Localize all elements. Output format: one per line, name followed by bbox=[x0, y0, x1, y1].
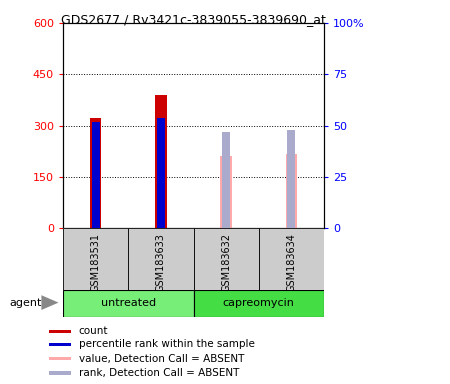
Bar bbox=[49, 357, 71, 360]
Bar bbox=[49, 330, 71, 333]
Bar bbox=[92, 122, 99, 228]
Bar bbox=[155, 95, 167, 228]
Bar bbox=[194, 228, 259, 290]
Text: value, Detection Call = ABSENT: value, Detection Call = ABSENT bbox=[79, 354, 244, 364]
Text: GSM183632: GSM183632 bbox=[221, 233, 231, 292]
Text: capreomycin: capreomycin bbox=[223, 298, 295, 308]
Text: count: count bbox=[79, 326, 108, 336]
Text: untreated: untreated bbox=[101, 298, 156, 308]
Bar bbox=[259, 228, 324, 290]
Bar bbox=[63, 228, 128, 290]
Text: agent: agent bbox=[9, 298, 41, 308]
Bar bbox=[90, 118, 102, 228]
Bar bbox=[49, 371, 71, 375]
Bar bbox=[222, 132, 230, 228]
Bar bbox=[194, 290, 324, 317]
Text: GDS2677 / Rv3421c-3839055-3839690_at: GDS2677 / Rv3421c-3839055-3839690_at bbox=[61, 13, 326, 26]
Text: rank, Detection Call = ABSENT: rank, Detection Call = ABSENT bbox=[79, 368, 239, 378]
Text: GSM183633: GSM183633 bbox=[156, 233, 166, 292]
Text: GSM183531: GSM183531 bbox=[90, 233, 101, 292]
Bar bbox=[128, 228, 194, 290]
Bar bbox=[49, 343, 71, 346]
Text: GSM183634: GSM183634 bbox=[286, 233, 297, 292]
Bar bbox=[63, 290, 194, 317]
Bar bbox=[288, 130, 295, 228]
Bar bbox=[220, 156, 232, 228]
Polygon shape bbox=[41, 295, 58, 310]
Bar bbox=[285, 154, 297, 228]
Text: percentile rank within the sample: percentile rank within the sample bbox=[79, 339, 255, 349]
Bar bbox=[157, 118, 165, 228]
